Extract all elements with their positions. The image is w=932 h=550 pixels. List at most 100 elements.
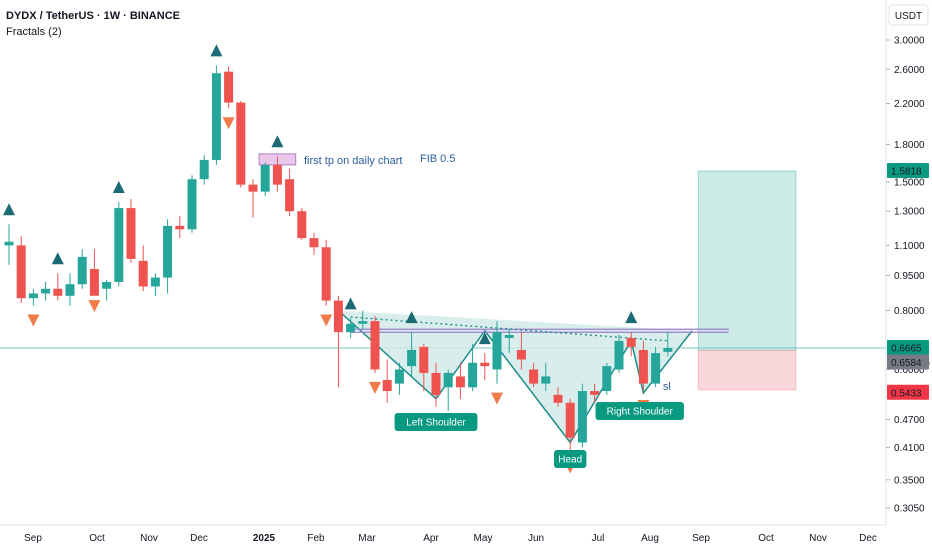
- candle-body: [297, 211, 307, 239]
- time-tick-label: Apr: [423, 533, 439, 544]
- chart-annotations: first tp on daily chart FIB 0.5 Left Shoul…: [304, 153, 684, 468]
- candle-body: [455, 376, 465, 388]
- fractal-down-arrow: [27, 314, 40, 327]
- stop-zone: [697, 349, 797, 391]
- candle-body: [407, 349, 417, 367]
- candle: [602, 362, 612, 395]
- candle: [272, 156, 282, 192]
- candle: [297, 208, 307, 240]
- candle-body: [102, 281, 112, 289]
- candle: [431, 362, 441, 407]
- candle: [663, 332, 673, 357]
- candle-body: [529, 369, 539, 384]
- price-tick-label: 0.4700: [894, 415, 925, 426]
- candle: [126, 198, 136, 263]
- fractal-down-arrow: [369, 381, 381, 394]
- candle: [455, 362, 465, 399]
- candle-body: [431, 372, 441, 395]
- currency-button[interactable]: [888, 4, 929, 26]
- candle-body: [248, 184, 258, 192]
- time-tick-label: Oct: [89, 533, 105, 544]
- price-badge-label: 1.5818: [891, 167, 922, 178]
- time-tick-label: 2025: [253, 533, 276, 544]
- symbol-title: DYDX / TetherUS · 1W · BINANCE: [6, 10, 180, 22]
- candle: [443, 369, 453, 411]
- candle: [224, 66, 234, 109]
- time-tick-label: Oct: [758, 533, 774, 544]
- time-tick-label: Aug: [641, 533, 659, 544]
- price-badge-grey: 0.6584: [887, 354, 929, 370]
- head-badge-label: Head: [558, 455, 582, 466]
- candle-body: [260, 164, 270, 192]
- time-tick-label: Sep: [24, 533, 42, 544]
- candle: [480, 353, 490, 380]
- candle-body: [65, 284, 75, 296]
- price-tick-label: 1.3000: [894, 207, 925, 218]
- fractal-down-arrow: [320, 314, 333, 327]
- tp-note-text: first tp on daily chart: [304, 155, 402, 167]
- candle: [577, 383, 587, 448]
- candle-body: [602, 366, 612, 392]
- price-badge-label: 0.5433: [891, 388, 922, 399]
- candle-body: [89, 269, 99, 296]
- time-tick-label: Mar: [358, 533, 376, 544]
- price-tick-label: 0.4100: [894, 443, 925, 454]
- candle: [187, 175, 197, 233]
- time-axis[interactable]: Sep Oct Nov Dec 2025 Feb Mar Apr May Jun Jul Aug Sep…: [24, 533, 877, 544]
- candle: [260, 162, 270, 197]
- candle-body: [4, 241, 14, 246]
- candle: [504, 329, 514, 354]
- fractal-up-arrow: [51, 252, 64, 265]
- price-badge-bg: [887, 354, 929, 370]
- candle-body: [285, 179, 295, 212]
- candle: [211, 65, 221, 165]
- candle: [138, 245, 148, 292]
- price-tick-label: 0.6000: [894, 365, 925, 376]
- dotted-trendline: [350, 316, 668, 342]
- candle: [638, 340, 648, 392]
- candle-body: [321, 247, 331, 301]
- price-axis[interactable]: 3.0000 2.6000 2.2000 1.8000 1.5000 1.3000 1.10…: [886, 36, 925, 515]
- left-shoulder-badge: Left Shoulder: [394, 413, 478, 431]
- candle: [590, 383, 600, 403]
- candle-body: [16, 245, 26, 299]
- candle-body: [370, 321, 380, 370]
- price-tick-label: 1.1000: [894, 241, 925, 252]
- candle-body: [394, 369, 404, 384]
- price-tick-label: 1.8000: [894, 140, 925, 151]
- right-shoulder-badge-bg: [595, 402, 684, 420]
- candle-body: [77, 256, 87, 285]
- head-badge: Head: [554, 450, 587, 468]
- price-tick-label: 2.6000: [894, 65, 925, 76]
- candle-body: [309, 238, 319, 248]
- candle: [163, 219, 173, 294]
- candle-body: [236, 102, 246, 185]
- candle-body: [541, 376, 551, 384]
- candle: [407, 332, 417, 377]
- time-tick-label: Nov: [140, 533, 158, 544]
- currency-button-label[interactable]: USDT: [895, 11, 922, 22]
- candle-body: [163, 225, 173, 278]
- price-tick-label: 0.9500: [894, 271, 925, 282]
- candlesticks: [4, 65, 673, 453]
- price-tick-label: 2.2000: [894, 99, 925, 110]
- price-badge-bg: [887, 163, 929, 179]
- right-shoulder-badge: Right Shoulder: [595, 402, 684, 420]
- candle: [248, 179, 258, 218]
- candle-body: [114, 208, 124, 282]
- candle: [321, 239, 331, 306]
- time-tick-label: Sep: [692, 533, 710, 544]
- candle: [565, 398, 575, 453]
- candle: [102, 279, 112, 301]
- candle: [199, 155, 209, 185]
- candle-body: [224, 71, 234, 103]
- time-tick-label: Feb: [307, 533, 325, 544]
- candle: [150, 273, 160, 296]
- price-tick-label: 1.5000: [894, 177, 925, 188]
- candle-body: [211, 73, 221, 160]
- candle-body: [41, 288, 51, 294]
- candle-body: [492, 332, 502, 370]
- candle: [394, 362, 404, 395]
- candle-body: [199, 159, 209, 180]
